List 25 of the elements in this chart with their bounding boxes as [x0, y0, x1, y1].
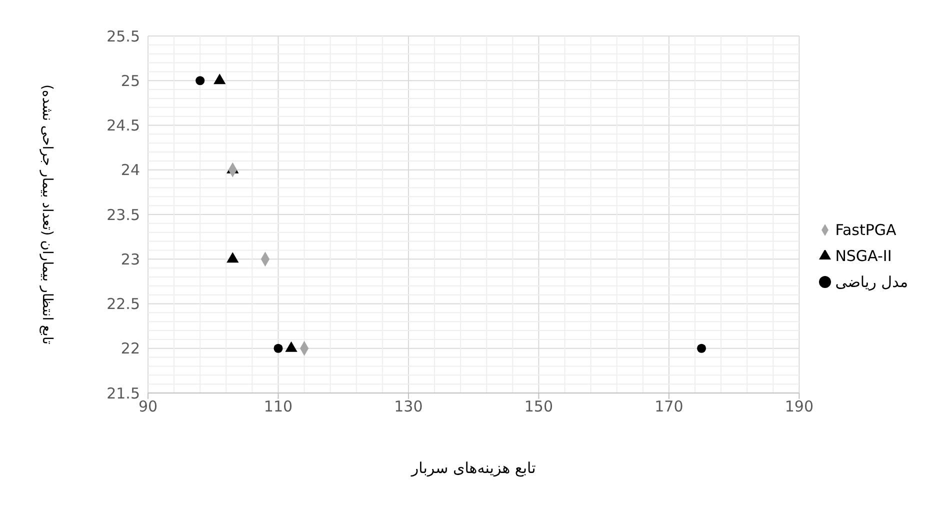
- y-tick-label: 21.5: [106, 384, 140, 402]
- x-tick-label: 110: [264, 398, 293, 416]
- x-tick-label: 90: [138, 398, 158, 416]
- legend-label: FastPGA: [835, 220, 896, 238]
- y-tick-label: 24: [120, 161, 140, 180]
- point: [274, 344, 283, 353]
- y-tick-label: 22: [120, 340, 140, 358]
- legend-label: NSGA-II: [835, 246, 892, 264]
- point: [214, 74, 226, 84]
- y-tick-label: 23.5: [106, 206, 140, 224]
- y-axis-title: تابع انتظار بیماران (تعداد بیمار جراحی نشده): [39, 84, 56, 345]
- y-tick-label: 24.5: [106, 116, 140, 135]
- y-tick-label: 23: [120, 250, 140, 268]
- y-tick-label: 22.5: [106, 295, 140, 314]
- x-tick-label: 170: [654, 398, 684, 416]
- point: [196, 76, 205, 86]
- point: [696, 344, 706, 353]
- y-tick-label: 25: [120, 72, 140, 90]
- x-tick-label: 150: [524, 398, 554, 416]
- point: [226, 252, 239, 263]
- legend-label: مدل ریاضی: [835, 272, 908, 290]
- x-tick-label: 130: [394, 398, 423, 416]
- x-axis-title: تابع هزینه‌های سربار: [410, 459, 536, 477]
- x-tick-label: 190: [784, 398, 814, 416]
- y-tick-label: 25.5: [106, 27, 140, 46]
